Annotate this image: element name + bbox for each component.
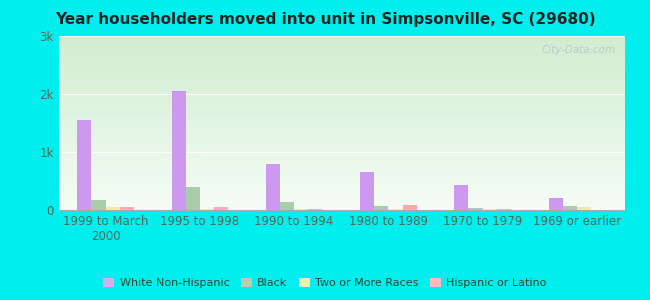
Text: City-Data.com: City-Data.com — [541, 45, 616, 55]
Bar — [280, 202, 294, 210]
Bar — [308, 209, 322, 210]
Bar — [389, 209, 402, 210]
Bar — [214, 207, 228, 210]
Bar — [497, 209, 511, 210]
Bar — [577, 207, 591, 210]
Bar — [454, 185, 469, 210]
Bar — [549, 198, 563, 210]
Text: Year householders moved into unit in Simpsonville, SC (29680): Year householders moved into unit in Sim… — [55, 12, 595, 27]
Bar — [266, 164, 280, 210]
Bar — [374, 206, 388, 210]
Bar — [294, 209, 308, 210]
Bar — [92, 200, 105, 210]
Bar — [105, 207, 120, 210]
Bar — [360, 172, 374, 210]
Bar — [591, 209, 605, 210]
Bar — [200, 208, 214, 210]
Bar — [469, 208, 482, 210]
Bar — [120, 207, 134, 210]
Bar — [402, 206, 417, 210]
Legend: White Non-Hispanic, Black, Two or More Races, Hispanic or Latino: White Non-Hispanic, Black, Two or More R… — [99, 274, 551, 293]
Bar — [482, 209, 497, 210]
Bar — [186, 187, 200, 210]
Bar — [563, 206, 577, 210]
Bar — [172, 91, 186, 210]
Bar — [77, 120, 92, 210]
